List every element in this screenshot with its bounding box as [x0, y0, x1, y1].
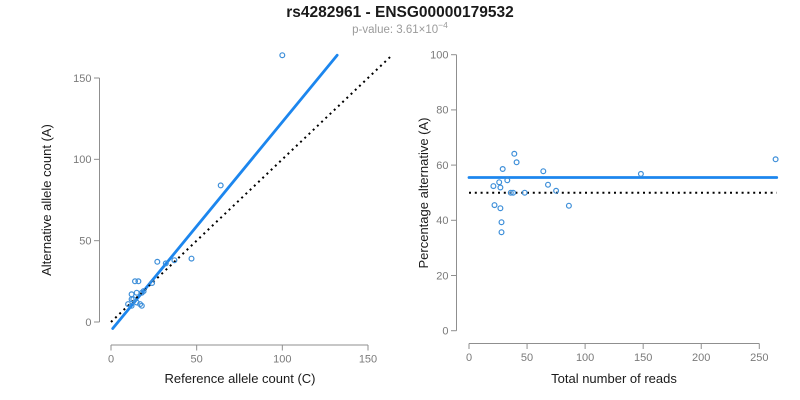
- data-point: [133, 289, 140, 296]
- data-point: [130, 296, 137, 303]
- data-point: [217, 182, 224, 189]
- data-point: [507, 189, 514, 196]
- x-tick-label: 0: [108, 354, 114, 366]
- x-tick-label: 200: [692, 352, 710, 364]
- data-point: [140, 288, 147, 295]
- data-point: [513, 159, 520, 166]
- right-x-axis-title: Total number of reads: [551, 371, 677, 386]
- data-point: [553, 187, 560, 194]
- x-tick-label: 50: [521, 352, 533, 364]
- data-point: [565, 202, 572, 209]
- y-tick-label: 80: [436, 105, 448, 117]
- data-point: [171, 257, 178, 264]
- y-tick-label: 60: [436, 160, 448, 172]
- regression-line: [111, 53, 339, 330]
- left-x-axis-title: Reference allele count (C): [164, 371, 315, 386]
- data-point: [162, 260, 169, 267]
- data-point: [498, 219, 505, 226]
- data-point: [511, 150, 518, 157]
- data-point: [128, 291, 135, 298]
- y-tick-label: 40: [436, 215, 448, 227]
- data-point: [279, 52, 286, 59]
- y-tick-label: 150: [73, 73, 91, 85]
- data-point: [521, 189, 528, 196]
- data-point: [498, 229, 505, 236]
- data-point: [496, 179, 503, 186]
- x-tick-label: 50: [191, 354, 203, 366]
- pvalue-text: p-value: 3.61×10: [352, 24, 438, 36]
- data-point: [510, 189, 517, 196]
- data-point: [132, 278, 139, 285]
- x-tick-label: 150: [634, 352, 652, 364]
- data-point: [138, 302, 145, 309]
- data-point: [149, 280, 156, 287]
- data-point: [540, 168, 547, 175]
- right-y-axis-title: Percentage alternative (A): [416, 117, 431, 268]
- x-tick-label: 150: [359, 354, 377, 366]
- data-point: [128, 302, 135, 309]
- data-point: [188, 255, 195, 262]
- data-point: [135, 278, 142, 285]
- y-tick-label: 100: [430, 50, 448, 62]
- x-tick-label: 100: [576, 352, 594, 364]
- left-y-axis-title: Alternative allele count (A): [39, 124, 54, 276]
- right-scatter-plot: 0 50 100 150 200 250 0 20 40 60 80 100: [430, 50, 779, 364]
- data-point: [497, 184, 504, 191]
- data-point: [154, 258, 161, 265]
- y-tick-label: 100: [73, 154, 91, 166]
- x-tick-label: 250: [750, 352, 768, 364]
- x-tick-label: 0: [466, 352, 472, 364]
- data-point: [637, 170, 644, 177]
- data-point: [544, 181, 551, 188]
- data-point: [497, 205, 504, 212]
- data-point: [772, 156, 779, 163]
- pvalue-subtitle: p-value: 3.61×10−4: [352, 20, 448, 36]
- y-tick-label: 0: [442, 326, 448, 338]
- y-tick-label: 20: [436, 270, 448, 282]
- y-tick-label: 0: [85, 317, 91, 329]
- pvalue-exponent: −4: [438, 20, 448, 30]
- y-tick-label: 50: [79, 235, 91, 247]
- page-title: rs4282961 - ENSG00000179532: [286, 4, 514, 21]
- x-tick-label: 100: [273, 354, 291, 366]
- data-point: [499, 166, 506, 173]
- data-point: [491, 202, 498, 209]
- left-scatter-plot: 0 50 100 150 0 50 100 150: [73, 52, 391, 366]
- identity-line: [110, 56, 391, 323]
- data-point: [490, 183, 497, 190]
- data-point: [504, 177, 511, 184]
